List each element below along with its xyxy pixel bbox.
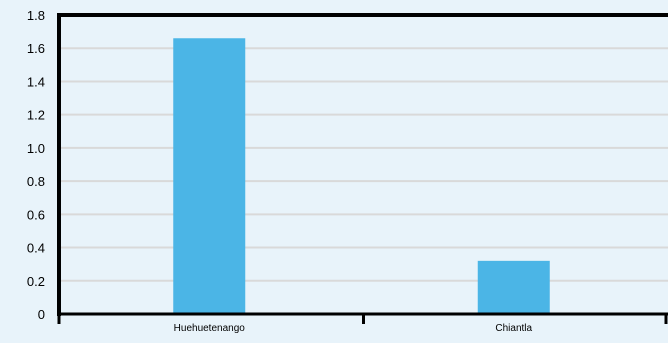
y-tick-label: 0 [38,307,45,322]
bar [173,38,246,314]
y-tick-label: 1.8 [27,8,45,23]
bar [477,260,550,314]
tick-labels: 0 0.2 0.4 0.6 0.8 1.0 1.2 1.4 1.6 1.8 Huehuetenang… [27,8,533,334]
y-tick-label: 1.0 [27,141,45,156]
y-tick-label: 0.2 [27,274,45,289]
bars [173,38,550,314]
y-tick-label: 1.6 [27,41,45,56]
y-tick-label: 0.6 [27,207,45,222]
y-tick-label: 1.2 [27,108,45,123]
y-tick-label: 0.8 [27,174,45,189]
y-tick-label: 1.4 [27,74,45,89]
gridlines [59,47,668,282]
y-tick-label: 0.4 [27,241,45,256]
x-tick-label: Chiantla [495,323,532,334]
axes [57,13,668,324]
x-tick-label: Huehuetenango [174,323,246,334]
